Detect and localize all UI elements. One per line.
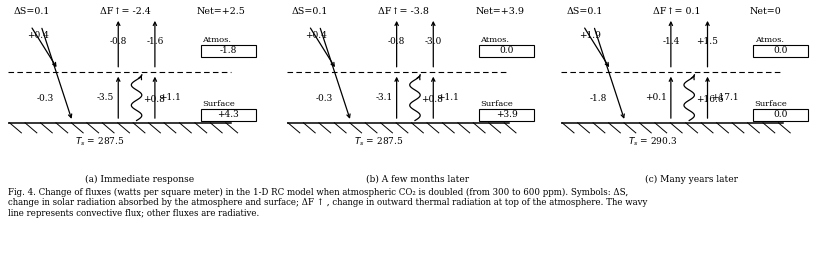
Text: 0.0: 0.0 [499, 47, 514, 56]
Text: Surface: Surface [755, 100, 788, 108]
Text: 0.0: 0.0 [774, 47, 788, 56]
Text: +0.4: +0.4 [27, 31, 48, 40]
Text: Surface: Surface [202, 100, 235, 108]
Text: +17.1: +17.1 [711, 93, 739, 102]
Text: +1.5: +1.5 [696, 37, 719, 46]
Text: +0.8: +0.8 [421, 95, 444, 104]
Text: +1.9: +1.9 [579, 31, 601, 40]
Text: -3.0: -3.0 [425, 37, 442, 46]
Text: ΔF↑= -2.4: ΔF↑= -2.4 [100, 7, 150, 16]
Text: +0.8: +0.8 [143, 95, 165, 104]
Text: -1.4: -1.4 [662, 37, 680, 46]
Text: Atmos.: Atmos. [480, 36, 509, 44]
Text: -0.3: -0.3 [37, 94, 54, 104]
Text: -3.1: -3.1 [376, 93, 393, 102]
Text: +0.4: +0.4 [305, 31, 327, 40]
Text: Net=+3.9: Net=+3.9 [475, 7, 524, 16]
Text: +3.9: +3.9 [496, 111, 518, 120]
Bar [201, 109, 256, 121]
Text: ΔS=0.1: ΔS=0.1 [566, 7, 602, 16]
Text: Atmos.: Atmos. [755, 36, 784, 44]
Text: (a) Immediate response: (a) Immediate response [85, 175, 194, 184]
Text: +16.6: +16.6 [696, 95, 723, 104]
Text: -1.8: -1.8 [219, 47, 237, 56]
Text: ΔF↑= -3.8: ΔF↑= -3.8 [378, 7, 429, 16]
Bar [479, 45, 534, 57]
Text: -0.8: -0.8 [388, 37, 406, 46]
Text: 0.0: 0.0 [774, 111, 788, 120]
Text: Net=+2.5: Net=+2.5 [197, 7, 246, 16]
Text: -0.8: -0.8 [110, 37, 127, 46]
Text: (c) Many years later: (c) Many years later [646, 175, 738, 184]
Text: -3.5: -3.5 [97, 93, 115, 102]
Text: ΔS=0.1: ΔS=0.1 [13, 7, 50, 16]
Text: ΔF↑= 0.1: ΔF↑= 0.1 [652, 7, 700, 16]
Text: -1.8: -1.8 [590, 94, 607, 104]
Text: +0.1: +0.1 [645, 93, 667, 102]
Bar [201, 45, 256, 57]
Text: +1.1: +1.1 [159, 93, 180, 102]
Text: -1.6: -1.6 [146, 37, 164, 46]
Text: +1.1: +1.1 [437, 93, 459, 102]
Text: $T_s$ = 287.5: $T_s$ = 287.5 [75, 136, 125, 149]
Text: (b) A few months later: (b) A few months later [366, 175, 470, 184]
Text: Surface: Surface [480, 100, 514, 108]
Bar [754, 109, 809, 121]
Text: +4.3: +4.3 [218, 111, 239, 120]
Text: -0.3: -0.3 [316, 94, 332, 104]
Bar [479, 109, 534, 121]
Text: $T_s$ = 287.5: $T_s$ = 287.5 [353, 136, 403, 149]
Text: ΔS=0.1: ΔS=0.1 [292, 7, 328, 16]
Bar [754, 45, 809, 57]
Text: Atmos.: Atmos. [202, 36, 231, 44]
Text: Net=0: Net=0 [750, 7, 781, 16]
Text: $T_s$ = 290.3: $T_s$ = 290.3 [628, 136, 677, 149]
Text: Fig. 4. Change of fluxes (watts per square meter) in the 1-D RC model when atmos: Fig. 4. Change of fluxes (watts per squa… [8, 188, 647, 217]
